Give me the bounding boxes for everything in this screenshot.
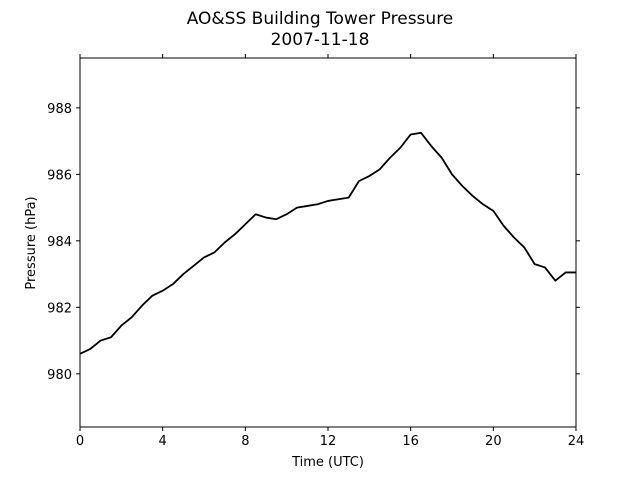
tick-labels: 0 4 8 12 16 20 24 980 982 984 986 988 bbox=[47, 102, 584, 449]
chart-title: AO&SS Building Tower Pressure bbox=[187, 9, 454, 29]
x-tick-label: 20 bbox=[485, 434, 502, 449]
y-axis-label: Pressure (hPa) bbox=[24, 196, 39, 289]
plot-area-frame bbox=[79, 57, 577, 428]
y-tick-label: 988 bbox=[47, 102, 72, 117]
pressure-series-line bbox=[79, 131, 576, 355]
y-tick-label: 982 bbox=[47, 301, 72, 316]
x-tick-label: 24 bbox=[568, 434, 585, 449]
chart-subtitle: 2007-11-18 bbox=[271, 30, 370, 50]
y-tick-label: 980 bbox=[47, 368, 72, 383]
x-tick-label: 4 bbox=[159, 434, 167, 449]
x-tick-label: 16 bbox=[402, 434, 419, 449]
x-tick-label: 8 bbox=[241, 434, 249, 449]
x-tick-label: 12 bbox=[320, 434, 337, 449]
x-tick-label: 0 bbox=[76, 434, 84, 449]
x-axis-label: Time (UTC) bbox=[291, 455, 364, 470]
y-tick-label: 986 bbox=[47, 168, 72, 183]
axis-ticks bbox=[76, 54, 580, 431]
y-tick-label: 984 bbox=[47, 235, 72, 250]
